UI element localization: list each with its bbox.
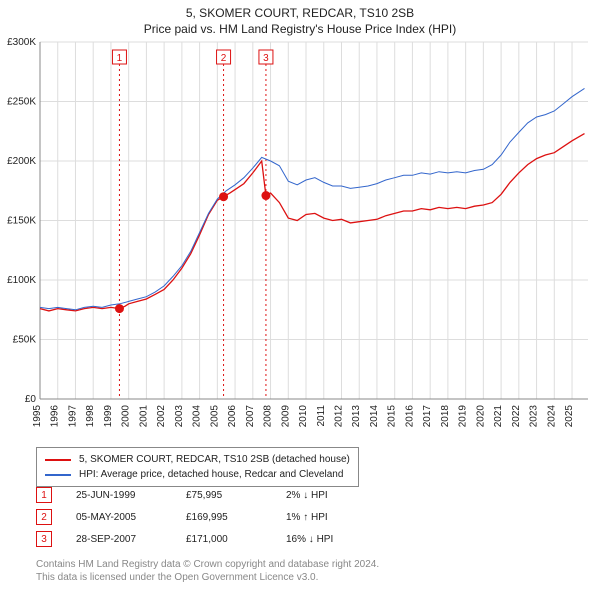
sale-event-delta: 2% ↓ HPI	[286, 490, 328, 501]
data-attribution: Contains HM Land Registry data © Crown c…	[36, 558, 379, 584]
attribution-line1: Contains HM Land Registry data © Crown c…	[36, 558, 379, 571]
svg-text:1998: 1998	[85, 405, 96, 428]
svg-text:2001: 2001	[138, 405, 149, 428]
svg-text:2010: 2010	[298, 405, 309, 428]
svg-text:2017: 2017	[422, 405, 433, 428]
svg-text:2019: 2019	[458, 405, 469, 428]
svg-text:2024: 2024	[546, 405, 557, 428]
sale-event-row: 3 28-SEP-2007£171,00016% ↓ HPI	[36, 530, 333, 548]
svg-text:2015: 2015	[387, 405, 398, 428]
legend-swatch-hpi	[45, 474, 71, 476]
svg-text:2014: 2014	[369, 405, 380, 428]
sale-event-price: £171,000	[186, 534, 286, 545]
sale-event-delta: 1% ↑ HPI	[286, 512, 328, 523]
svg-text:1996: 1996	[50, 405, 61, 428]
svg-text:£200K: £200K	[7, 156, 36, 167]
sale-event-row: 2 05-MAY-2005£169,9951% ↑ HPI	[36, 508, 333, 526]
svg-text:1997: 1997	[67, 405, 78, 428]
svg-text:£50K: £50K	[13, 335, 37, 346]
svg-text:2016: 2016	[404, 405, 415, 428]
svg-text:2008: 2008	[263, 405, 274, 428]
svg-text:£100K: £100K	[7, 275, 36, 286]
svg-text:2005: 2005	[209, 405, 220, 428]
sale-event-row: 1 25-JUN-1999£75,9952% ↓ HPI	[36, 486, 333, 504]
legend-row-hpi: HPI: Average price, detached house, Redc…	[45, 467, 350, 482]
svg-text:2004: 2004	[192, 405, 203, 428]
legend-label-hpi: HPI: Average price, detached house, Redc…	[79, 469, 343, 480]
svg-text:2012: 2012	[333, 405, 344, 428]
svg-text:1999: 1999	[103, 405, 114, 428]
sale-events-table: 1 25-JUN-1999£75,9952% ↓ HPI 2 05-MAY-2005£…	[36, 486, 333, 552]
svg-text:2009: 2009	[280, 405, 291, 428]
legend-row-property: 5, SKOMER COURT, REDCAR, TS10 2SB (detac…	[45, 452, 350, 467]
sale-event-date: 28-SEP-2007	[76, 534, 186, 545]
svg-text:2020: 2020	[475, 405, 486, 428]
svg-text:2021: 2021	[493, 405, 504, 428]
svg-text:2006: 2006	[227, 405, 238, 428]
sale-event-marker: 2	[36, 509, 52, 525]
svg-text:2025: 2025	[564, 405, 575, 428]
sale-event-date: 05-MAY-2005	[76, 512, 186, 523]
svg-text:2003: 2003	[174, 405, 185, 428]
svg-text:£250K: £250K	[7, 97, 36, 108]
svg-text:1995: 1995	[32, 405, 43, 428]
svg-text:£150K: £150K	[7, 216, 36, 227]
svg-text:2018: 2018	[440, 405, 451, 428]
chart-legend: 5, SKOMER COURT, REDCAR, TS10 2SB (detac…	[36, 447, 359, 487]
sale-event-delta: 16% ↓ HPI	[286, 534, 333, 545]
legend-swatch-property	[45, 459, 71, 461]
svg-text:2002: 2002	[156, 405, 167, 428]
svg-text:2000: 2000	[121, 405, 132, 428]
sale-event-price: £169,995	[186, 512, 286, 523]
svg-text:£0: £0	[25, 394, 37, 405]
svg-text:2013: 2013	[351, 405, 362, 428]
svg-text:2022: 2022	[511, 405, 522, 428]
legend-label-property: 5, SKOMER COURT, REDCAR, TS10 2SB (detac…	[79, 454, 350, 465]
sale-event-marker: 3	[36, 531, 52, 547]
svg-text:2023: 2023	[529, 405, 540, 428]
sale-event-date: 25-JUN-1999	[76, 490, 186, 501]
svg-text:3: 3	[263, 53, 269, 64]
attribution-line2: This data is licensed under the Open Gov…	[36, 571, 379, 584]
sale-event-marker: 1	[36, 487, 52, 503]
svg-text:£300K: £300K	[7, 37, 36, 48]
svg-text:1: 1	[117, 53, 123, 64]
sale-event-price: £75,995	[186, 490, 286, 501]
svg-text:2007: 2007	[245, 405, 256, 428]
svg-text:2011: 2011	[316, 405, 327, 427]
svg-text:2: 2	[221, 53, 227, 64]
